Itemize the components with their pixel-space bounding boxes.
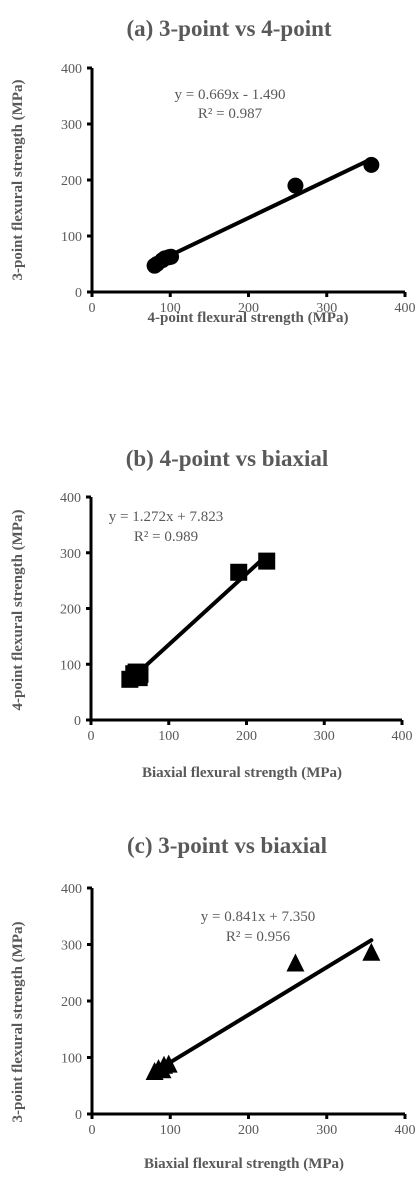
x-tick-label: 100 <box>160 301 181 316</box>
x-tick-label: 400 <box>395 301 416 316</box>
x-axis-label: Biaxial flexural strength (MPa) <box>144 1156 344 1172</box>
y-axis-label: 3-point flexural strength (MPa) <box>10 80 26 281</box>
x-tick-label: 400 <box>395 1123 416 1138</box>
data-point <box>163 248 180 265</box>
x-tick-label: 200 <box>238 1123 259 1138</box>
x-tick-label: 0 <box>89 1123 96 1138</box>
trendline-r-squared: R² = 0.987 <box>198 106 263 122</box>
x-tick-label: 0 <box>88 729 95 744</box>
chart-title: (a) 3-point vs 4-point <box>126 16 331 41</box>
y-tick-label: 400 <box>61 62 82 77</box>
y-tick-label: 100 <box>61 230 82 245</box>
trendline-r-squared: R² = 0.956 <box>226 929 291 945</box>
y-tick-label: 0 <box>75 1108 82 1123</box>
x-tick-label: 0 <box>89 301 96 316</box>
chart-title: (c) 3-point vs biaxial <box>127 833 327 858</box>
y-tick-label: 400 <box>61 882 82 897</box>
x-tick-label: 200 <box>238 301 259 316</box>
x-tick-label: 100 <box>158 729 179 744</box>
trendline-r-squared: R² = 0.989 <box>134 529 198 545</box>
trendline-equation: y = 0.841x + 7.350 <box>201 909 315 925</box>
data-point <box>362 942 381 961</box>
y-tick-label: 100 <box>61 1052 82 1067</box>
y-tick-label: 200 <box>61 995 82 1010</box>
y-tick-label: 0 <box>75 286 82 301</box>
x-tick-label: 300 <box>316 301 337 316</box>
chart-panel-c: (c) 3-point vs biaxial y = 0.841x + 7.35… <box>10 833 416 1172</box>
data-point <box>131 665 149 683</box>
chart-panel-b: (b) 4-point vs biaxial y = 1.272x + 7.82… <box>10 446 413 781</box>
chart-title: (b) 4-point vs biaxial <box>126 446 329 471</box>
y-axis-label: 4-point flexural strength (MPa) <box>10 510 26 711</box>
data-point <box>363 156 380 173</box>
x-tick-label: 300 <box>316 1123 337 1138</box>
data-point <box>159 1054 178 1073</box>
trendline <box>152 938 374 1074</box>
x-axis-label: 4-point flexural strength (MPa) <box>148 310 349 326</box>
y-tick-label: 400 <box>60 491 81 506</box>
y-tick-label: 200 <box>61 174 82 189</box>
y-tick-label: 0 <box>74 714 81 729</box>
x-tick-label: 300 <box>314 729 335 744</box>
y-tick-label: 300 <box>60 547 81 562</box>
data-point <box>258 552 276 570</box>
y-tick-label: 200 <box>60 603 81 618</box>
x-axis-label: Biaxial flexural strength (MPa) <box>142 765 342 781</box>
y-tick-label: 100 <box>60 658 81 673</box>
data-point <box>287 177 304 194</box>
x-tick-label: 400 <box>392 729 413 744</box>
y-tick-label: 300 <box>61 939 82 954</box>
x-tick-label: 100 <box>160 1123 181 1138</box>
trendline <box>152 157 374 265</box>
x-tick-label: 200 <box>236 729 257 744</box>
data-point <box>286 953 305 972</box>
y-tick-label: 300 <box>61 118 82 133</box>
data-point <box>230 563 248 581</box>
trendline-equation: y = 0.669x - 1.490 <box>175 87 286 103</box>
trendline-equation: y = 1.272x + 7.823 <box>109 509 223 525</box>
chart-panel-a: (a) 3-point vs 4-point y = 0.669x - 1.49… <box>10 16 416 326</box>
y-axis-label: 3-point flexural strength (MPa) <box>10 922 26 1123</box>
